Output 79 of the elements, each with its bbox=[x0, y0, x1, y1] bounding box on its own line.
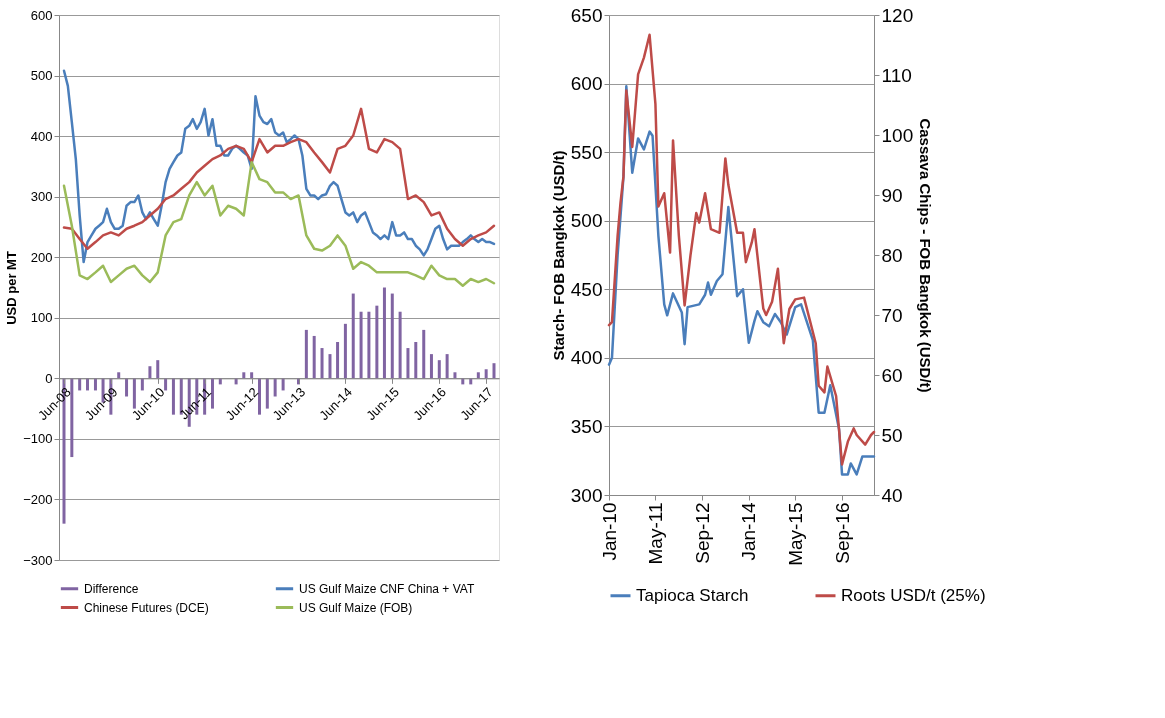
y-tick-label: 300 bbox=[30, 189, 53, 205]
bar bbox=[70, 378, 74, 458]
y2-tick-label: 50 bbox=[881, 424, 903, 446]
y2-tick-label: 60 bbox=[881, 364, 903, 386]
bar bbox=[406, 348, 410, 379]
y-tick-label: −300 bbox=[23, 552, 53, 568]
bar bbox=[359, 311, 363, 379]
bar bbox=[312, 335, 316, 379]
bar bbox=[351, 293, 355, 379]
line-series bbox=[62, 160, 496, 287]
bar bbox=[78, 378, 82, 391]
bar bbox=[250, 372, 254, 379]
y-tick-label: −100 bbox=[23, 431, 53, 447]
bar bbox=[257, 378, 261, 415]
legend-label: Tapioca Starch bbox=[636, 585, 749, 605]
y-axis-title: USD per MT bbox=[4, 251, 20, 325]
bar bbox=[164, 378, 168, 391]
bar bbox=[390, 293, 394, 379]
bar bbox=[476, 372, 480, 379]
line-series bbox=[62, 69, 496, 264]
bar bbox=[171, 378, 175, 415]
y2-tick-label: 120 bbox=[881, 4, 914, 26]
bar bbox=[437, 360, 441, 379]
y-tick-label: 100 bbox=[30, 310, 53, 326]
y2-tick-label: 110 bbox=[881, 64, 912, 86]
y-tick-label: 500 bbox=[570, 210, 603, 232]
bar bbox=[453, 372, 457, 379]
y2-tick-label: 100 bbox=[881, 124, 914, 146]
y2-tick-label: 80 bbox=[881, 244, 903, 266]
y-tick-label: 550 bbox=[570, 141, 603, 163]
x-tick-label: May-11 bbox=[644, 502, 666, 565]
bar bbox=[328, 354, 332, 379]
legend-label: Roots USD/t (25%) bbox=[841, 585, 986, 605]
bar bbox=[445, 354, 449, 379]
bar bbox=[492, 363, 496, 379]
bar bbox=[367, 311, 371, 379]
y-tick-label: 400 bbox=[570, 347, 603, 369]
legend-label: Chinese Futures (DCE) bbox=[84, 600, 209, 615]
x-tick-label: May-15 bbox=[784, 502, 806, 566]
bar bbox=[398, 311, 402, 379]
bar bbox=[320, 348, 324, 379]
bar bbox=[382, 287, 386, 379]
y-tick-label: 450 bbox=[570, 278, 603, 300]
y-tick-label: 650 bbox=[570, 4, 603, 26]
bar bbox=[156, 360, 160, 379]
legend-label: US Gulf Maize (FOB) bbox=[299, 600, 413, 615]
legend-label: Difference bbox=[84, 581, 139, 596]
y-axis-title: Starch- FOB Bangkok (USD/t) bbox=[549, 150, 567, 361]
bar bbox=[148, 366, 152, 379]
y-tick-label: 600 bbox=[570, 73, 603, 95]
y-tick-label: 350 bbox=[570, 415, 603, 437]
bar bbox=[242, 372, 246, 379]
x-tick-label: Sep-16 bbox=[831, 502, 853, 564]
x-tick-label: Jan-14 bbox=[738, 502, 760, 561]
bar bbox=[117, 372, 121, 379]
y-tick-label: 600 bbox=[30, 7, 53, 23]
line-series bbox=[62, 107, 496, 250]
y-tick-label: 400 bbox=[30, 128, 53, 144]
bar bbox=[343, 323, 347, 379]
y2-tick-label: 40 bbox=[881, 484, 903, 506]
y2-axis-title: Cassava Chips - FOB Bangkok (USD/t) bbox=[917, 118, 935, 393]
y-tick-label: 500 bbox=[30, 68, 53, 84]
bar bbox=[336, 342, 340, 379]
bar bbox=[125, 378, 129, 397]
bar bbox=[429, 354, 433, 379]
bar bbox=[265, 378, 269, 409]
bar bbox=[422, 329, 426, 379]
y2-tick-label: 90 bbox=[881, 184, 903, 206]
y2-tick-label: 70 bbox=[881, 304, 903, 326]
bar bbox=[414, 342, 418, 379]
bar bbox=[304, 329, 308, 379]
y-tick-label: −200 bbox=[23, 491, 53, 507]
bar bbox=[484, 369, 488, 379]
y-tick-label: 0 bbox=[45, 370, 53, 386]
legend-label: US Gulf Maize CNF China + VAT bbox=[299, 581, 475, 596]
bar bbox=[375, 305, 379, 379]
bar bbox=[210, 378, 214, 409]
x-tick-label: Sep-12 bbox=[691, 502, 713, 564]
y-tick-label: 200 bbox=[30, 249, 53, 265]
